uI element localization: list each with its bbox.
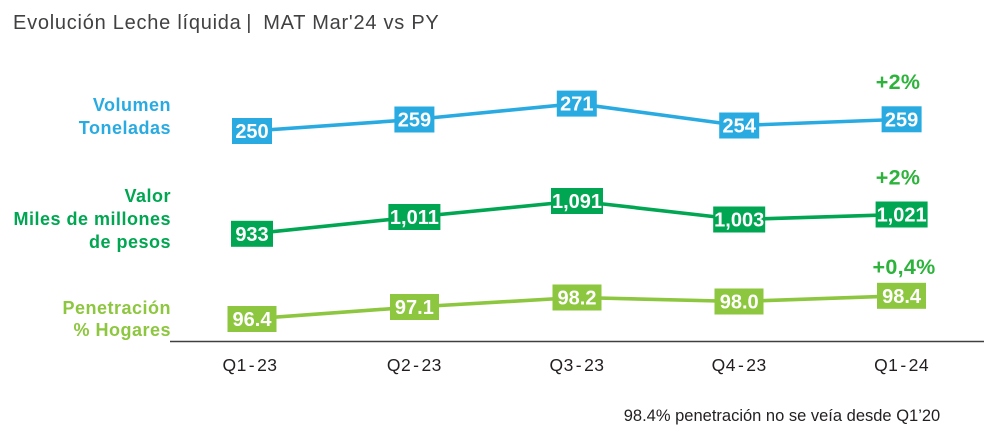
svg-text:Q4 - 23: Q4 - 23 (712, 355, 767, 375)
svg-text:% Hogares: % Hogares (73, 320, 171, 340)
svg-text:Evolución Leche líquida | MAT: Evolución Leche líquida | MAT Mar'24 vs … (13, 12, 440, 34)
svg-text:Q1 - 24: Q1 - 24 (874, 355, 929, 375)
svg-text:Valor: Valor (124, 186, 171, 206)
svg-text:98.4: 98.4 (882, 286, 922, 308)
svg-text:Q2 - 23: Q2 - 23 (387, 355, 442, 375)
svg-text:Q3 - 23: Q3 - 23 (549, 355, 604, 375)
svg-text:254: 254 (723, 116, 757, 138)
svg-text:271: 271 (560, 94, 593, 116)
svg-text:259: 259 (885, 109, 918, 131)
svg-text:Q1 - 23: Q1 - 23 (222, 355, 277, 375)
svg-text:1,003: 1,003 (714, 210, 764, 232)
svg-text:Toneladas: Toneladas (79, 118, 171, 138)
svg-text:97.1: 97.1 (395, 297, 434, 319)
svg-text:Penetración: Penetración (62, 298, 171, 318)
svg-text:+2%: +2% (876, 166, 921, 190)
svg-text:98.4% penetración no se veía d: 98.4% penetración no se veía desde Q1’20 (624, 407, 940, 425)
svg-text:933: 933 (235, 224, 268, 246)
svg-text:+0,4%: +0,4% (872, 255, 935, 279)
svg-text:1,021: 1,021 (877, 205, 927, 227)
svg-text:1,011: 1,011 (390, 207, 439, 229)
svg-text:96.4: 96.4 (233, 309, 273, 331)
svg-text:98.0: 98.0 (720, 292, 759, 314)
svg-text:259: 259 (398, 110, 431, 132)
svg-text:98.2: 98.2 (558, 288, 597, 310)
svg-text:250: 250 (235, 121, 268, 143)
svg-text:1,091: 1,091 (552, 191, 602, 213)
svg-text:Volumen: Volumen (93, 95, 171, 115)
svg-text:Miles de millones: Miles de millones (13, 209, 171, 229)
svg-text:de pesos: de pesos (89, 232, 171, 252)
svg-text:+2%: +2% (876, 70, 921, 94)
